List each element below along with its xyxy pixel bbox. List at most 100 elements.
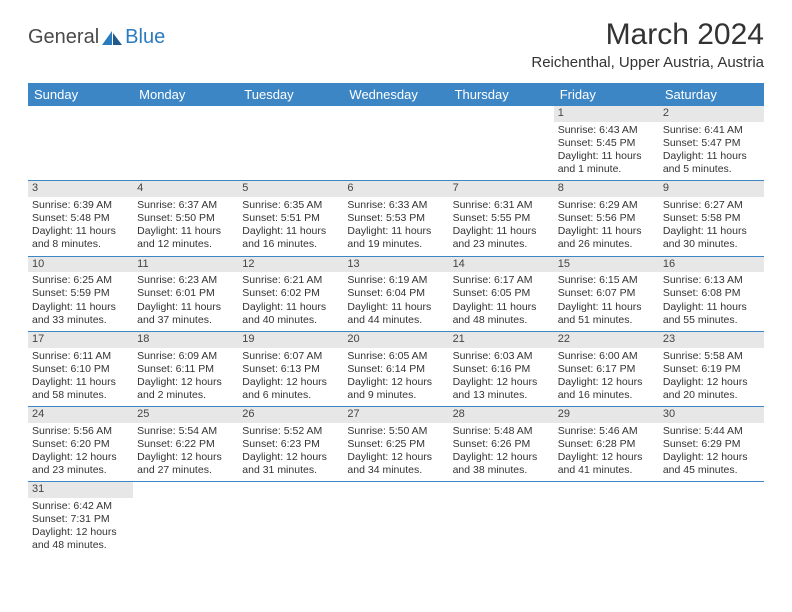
sunset: Sunset: 6:07 PM: [558, 287, 655, 300]
day-cell: 18Sunrise: 6:09 AMSunset: 6:11 PMDayligh…: [133, 332, 238, 406]
daylight-line2: and 5 minutes.: [663, 163, 760, 176]
day-number: 8: [554, 181, 659, 197]
day-header: Friday: [554, 83, 659, 106]
day-number: 23: [659, 332, 764, 348]
daylight-line2: and 23 minutes.: [32, 464, 129, 477]
sunset: Sunset: 6:19 PM: [663, 363, 760, 376]
week-row: 31Sunrise: 6:42 AMSunset: 7:31 PMDayligh…: [28, 482, 764, 556]
day-content: Sunrise: 6:23 AMSunset: 6:01 PMDaylight:…: [133, 272, 238, 331]
day-cell: 3Sunrise: 6:39 AMSunset: 5:48 PMDaylight…: [28, 181, 133, 255]
sunrise: Sunrise: 6:41 AM: [663, 124, 760, 137]
day-cell: 5Sunrise: 6:35 AMSunset: 5:51 PMDaylight…: [238, 181, 343, 255]
daylight-line2: and 55 minutes.: [663, 314, 760, 327]
day-content: Sunrise: 6:15 AMSunset: 6:07 PMDaylight:…: [554, 272, 659, 331]
sunset: Sunset: 5:53 PM: [347, 212, 444, 225]
sunrise: Sunrise: 6:17 AM: [453, 274, 550, 287]
sunrise: Sunrise: 5:56 AM: [32, 425, 129, 438]
day-cell: 1Sunrise: 6:43 AMSunset: 5:45 PMDaylight…: [554, 106, 659, 180]
day-number: 15: [554, 257, 659, 273]
sunset: Sunset: 5:56 PM: [558, 212, 655, 225]
day-content: Sunrise: 6:19 AMSunset: 6:04 PMDaylight:…: [343, 272, 448, 331]
day-number: 4: [133, 181, 238, 197]
day-content: Sunrise: 6:41 AMSunset: 5:47 PMDaylight:…: [659, 122, 764, 181]
sunset: Sunset: 6:02 PM: [242, 287, 339, 300]
logo: General Blue: [28, 18, 165, 49]
day-cell: [133, 106, 238, 180]
daylight-line2: and 1 minute.: [558, 163, 655, 176]
daylight-line1: Daylight: 11 hours: [663, 301, 760, 314]
day-number: [238, 482, 343, 484]
sunset: Sunset: 6:20 PM: [32, 438, 129, 451]
day-number: 6: [343, 181, 448, 197]
daylight-line2: and 6 minutes.: [242, 389, 339, 402]
sunrise: Sunrise: 6:23 AM: [137, 274, 234, 287]
sunset: Sunset: 6:08 PM: [663, 287, 760, 300]
sunrise: Sunrise: 6:35 AM: [242, 199, 339, 212]
day-number: 22: [554, 332, 659, 348]
day-cell: [659, 482, 764, 556]
day-cell: 8Sunrise: 6:29 AMSunset: 5:56 PMDaylight…: [554, 181, 659, 255]
daylight-line1: Daylight: 11 hours: [32, 376, 129, 389]
day-number: 27: [343, 407, 448, 423]
sunset: Sunset: 6:04 PM: [347, 287, 444, 300]
daylight-line2: and 41 minutes.: [558, 464, 655, 477]
day-cell: [449, 482, 554, 556]
day-header: Tuesday: [238, 83, 343, 106]
day-number: 25: [133, 407, 238, 423]
day-number: [449, 106, 554, 108]
day-cell: 19Sunrise: 6:07 AMSunset: 6:13 PMDayligh…: [238, 332, 343, 406]
daylight-line1: Daylight: 12 hours: [663, 376, 760, 389]
day-content: Sunrise: 6:17 AMSunset: 6:05 PMDaylight:…: [449, 272, 554, 331]
day-content: Sunrise: 5:58 AMSunset: 6:19 PMDaylight:…: [659, 348, 764, 407]
daylight-line2: and 33 minutes.: [32, 314, 129, 327]
day-cell: 29Sunrise: 5:46 AMSunset: 6:28 PMDayligh…: [554, 407, 659, 481]
daylight-line1: Daylight: 11 hours: [32, 301, 129, 314]
daylight-line2: and 34 minutes.: [347, 464, 444, 477]
sunrise: Sunrise: 6:39 AM: [32, 199, 129, 212]
day-content: Sunrise: 5:52 AMSunset: 6:23 PMDaylight:…: [238, 423, 343, 482]
title-block: March 2024 Reichenthal, Upper Austria, A…: [531, 18, 764, 71]
logo-text-1: General: [28, 26, 99, 49]
day-number: [28, 106, 133, 108]
daylight-line1: Daylight: 12 hours: [32, 451, 129, 464]
day-content: Sunrise: 6:25 AMSunset: 5:59 PMDaylight:…: [28, 272, 133, 331]
day-content: Sunrise: 5:56 AMSunset: 6:20 PMDaylight:…: [28, 423, 133, 482]
week-row: 1Sunrise: 6:43 AMSunset: 5:45 PMDaylight…: [28, 106, 764, 181]
sunset: Sunset: 5:59 PM: [32, 287, 129, 300]
day-content: Sunrise: 6:31 AMSunset: 5:55 PMDaylight:…: [449, 197, 554, 256]
day-cell: 12Sunrise: 6:21 AMSunset: 6:02 PMDayligh…: [238, 257, 343, 331]
day-cell: 6Sunrise: 6:33 AMSunset: 5:53 PMDaylight…: [343, 181, 448, 255]
week-row: 10Sunrise: 6:25 AMSunset: 5:59 PMDayligh…: [28, 257, 764, 332]
day-cell: 20Sunrise: 6:05 AMSunset: 6:14 PMDayligh…: [343, 332, 448, 406]
daylight-line2: and 30 minutes.: [663, 238, 760, 251]
sunrise: Sunrise: 6:19 AM: [347, 274, 444, 287]
daylight-line2: and 16 minutes.: [558, 389, 655, 402]
week-row: 24Sunrise: 5:56 AMSunset: 6:20 PMDayligh…: [28, 407, 764, 482]
day-cell: [28, 106, 133, 180]
day-cell: 28Sunrise: 5:48 AMSunset: 6:26 PMDayligh…: [449, 407, 554, 481]
sunrise: Sunrise: 6:03 AM: [453, 350, 550, 363]
daylight-line2: and 38 minutes.: [453, 464, 550, 477]
day-cell: 14Sunrise: 6:17 AMSunset: 6:05 PMDayligh…: [449, 257, 554, 331]
day-header: Thursday: [449, 83, 554, 106]
day-number: [554, 482, 659, 484]
day-content: Sunrise: 6:05 AMSunset: 6:14 PMDaylight:…: [343, 348, 448, 407]
sunrise: Sunrise: 6:09 AM: [137, 350, 234, 363]
week-row: 17Sunrise: 6:11 AMSunset: 6:10 PMDayligh…: [28, 332, 764, 407]
day-number: [659, 482, 764, 484]
day-content: Sunrise: 6:03 AMSunset: 6:16 PMDaylight:…: [449, 348, 554, 407]
sunrise: Sunrise: 6:15 AM: [558, 274, 655, 287]
sunrise: Sunrise: 5:52 AM: [242, 425, 339, 438]
daylight-line1: Daylight: 11 hours: [663, 225, 760, 238]
sunrise: Sunrise: 6:00 AM: [558, 350, 655, 363]
daylight-line1: Daylight: 12 hours: [347, 376, 444, 389]
day-content: Sunrise: 6:42 AMSunset: 7:31 PMDaylight:…: [28, 498, 133, 557]
day-content: Sunrise: 6:07 AMSunset: 6:13 PMDaylight:…: [238, 348, 343, 407]
sunset: Sunset: 6:26 PM: [453, 438, 550, 451]
daylight-line2: and 2 minutes.: [137, 389, 234, 402]
sunset: Sunset: 5:45 PM: [558, 137, 655, 150]
day-number: 28: [449, 407, 554, 423]
day-cell: [133, 482, 238, 556]
sunset: Sunset: 5:50 PM: [137, 212, 234, 225]
day-content: Sunrise: 6:21 AMSunset: 6:02 PMDaylight:…: [238, 272, 343, 331]
